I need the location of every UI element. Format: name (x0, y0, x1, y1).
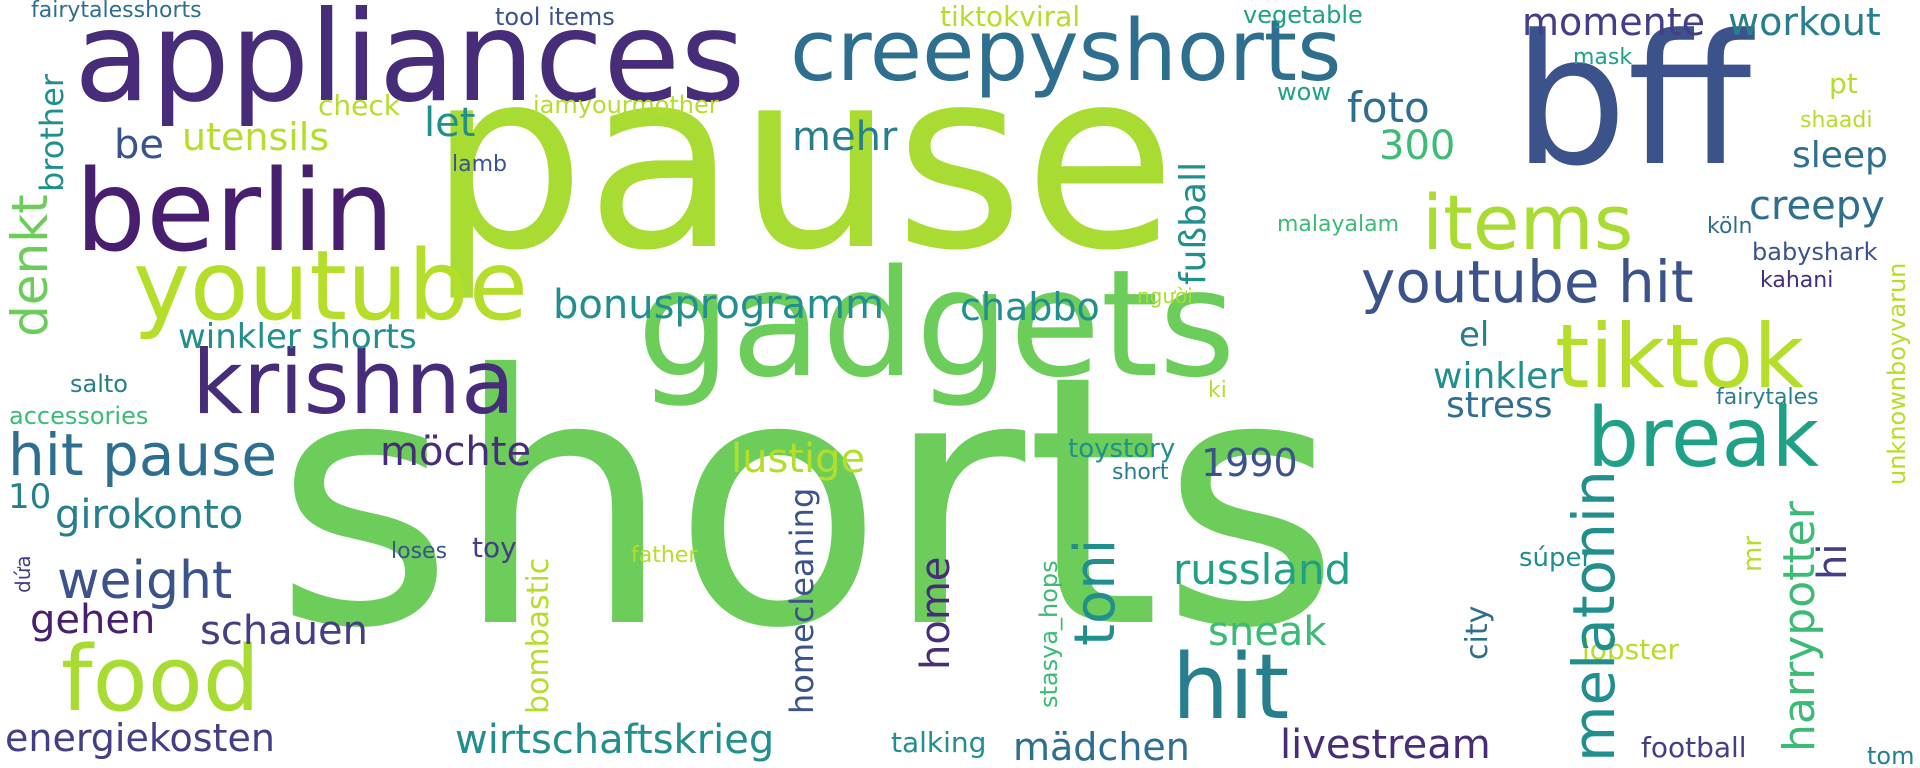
word-tool-items: tool items (495, 3, 615, 31)
word-winkler: winkler (1433, 356, 1564, 397)
word-brother: brother (33, 73, 71, 192)
word-homecleaning: homecleaning (783, 487, 821, 714)
word-home: home (913, 556, 959, 670)
word-300: 300 (1379, 123, 1456, 169)
word-1990: 1990 (1201, 441, 1298, 485)
word-winkler-shorts: winkler shorts (178, 317, 417, 357)
word-unknownboyvarun: unknownboyvarun (1883, 262, 1911, 485)
word-energiekosten: energiekosten (5, 716, 275, 760)
word-chabbo: chabbo (960, 285, 1100, 329)
word-salto: salto (70, 370, 128, 398)
word-vegetable: vegetable (1243, 1, 1363, 29)
word-youtube: youtube (133, 230, 528, 342)
word-dứa: dứa (11, 555, 35, 593)
word-utensils: utensils (182, 115, 330, 159)
word-berlin: berlin (75, 147, 395, 277)
word-harrypotter: harrypotter (1774, 501, 1825, 752)
word-ki: ki (1208, 378, 1227, 403)
word-lustige: lustige (731, 436, 866, 482)
word-mask: mask (1573, 45, 1633, 70)
word-creepy: creepy (1749, 183, 1885, 229)
word-toni: toni (1063, 538, 1128, 646)
word-foto: foto (1347, 83, 1430, 132)
word-weight: weight (57, 551, 233, 611)
word-gadgets: gadgets (637, 238, 1236, 410)
word-schauen: schauen (200, 608, 369, 654)
word-bff: bff (1513, 0, 1752, 206)
word-el: el (1459, 315, 1490, 355)
word-melatonin: melatonin (1560, 470, 1628, 762)
word-fairytales: fairytales (1716, 385, 1819, 410)
word-bombastic: bombastic (521, 557, 556, 714)
word-russland: russland (1173, 545, 1352, 594)
word-momente: momente (1522, 0, 1706, 44)
word-sleep: sleep (1792, 135, 1888, 176)
word-short: short (1112, 460, 1169, 485)
word-lamb: lamb (452, 152, 507, 177)
word-pause: pause (428, 17, 1177, 305)
word-check: check (318, 89, 400, 122)
word-shaadi: shaadi (1800, 108, 1873, 133)
word-hit-pause: hit pause (8, 421, 278, 489)
word-köln: köln (1707, 214, 1753, 239)
word-stress: stress (1446, 385, 1553, 426)
word-wirtschaftskrieg: wirtschaftskrieg (455, 717, 775, 763)
word-hit: hit (1172, 635, 1290, 740)
word-tom: tom (1867, 742, 1915, 768)
word-football: football (1641, 731, 1747, 764)
word-lobster: lobster (1582, 633, 1679, 666)
word-loses: loses (391, 539, 448, 564)
word-city: city (1460, 605, 1495, 660)
word-malayalam: malayalam (1277, 212, 1400, 237)
word-người: người (1137, 284, 1193, 308)
word-shorts: shorts (274, 303, 1341, 704)
word-wow: wow (1277, 78, 1331, 106)
word-food: food (61, 627, 260, 732)
word-father: father (631, 543, 698, 568)
word-hi: hi (1810, 543, 1856, 580)
word-accessories: accessories (9, 402, 149, 430)
word-iamyourmother: iamyourmother (533, 91, 719, 119)
word-be: be (114, 122, 164, 168)
word-tiktok: tiktok (1555, 305, 1805, 408)
word-mr: mr (1738, 535, 1768, 572)
word-möchte: möchte (380, 429, 532, 475)
word-babyshark: babyshark (1752, 238, 1878, 266)
word-livestream: livestream (1280, 722, 1491, 768)
word-stasya-hops: stasya_hops (1035, 560, 1063, 708)
word-mädchen: mädchen (1013, 725, 1190, 768)
word-fußball: fußball (1173, 161, 1214, 285)
word-sneak: sneak (1208, 609, 1327, 655)
word-talking: talking (891, 726, 987, 759)
word-krishna: krishna (192, 331, 515, 434)
word-tiktokviral: tiktokviral (940, 0, 1081, 33)
word-toystory: toystory (1068, 434, 1176, 464)
word-pt: pt (1829, 67, 1858, 100)
word-items: items (1422, 178, 1634, 267)
word-creepyshorts: creepyshorts (790, 2, 1342, 101)
word-let: let (424, 100, 476, 146)
word-workout: workout (1728, 0, 1881, 44)
word-mehr: mehr (792, 114, 898, 160)
word-kahani: kahani (1760, 268, 1834, 293)
word-girokonto: girokonto (55, 492, 244, 538)
word-súper: súper (1519, 543, 1593, 573)
word-10: 10 (8, 477, 52, 517)
word-break: break (1587, 391, 1820, 486)
word-appliances: appliances (74, 0, 746, 130)
word-gehen: gehen (30, 597, 156, 643)
word-bonusprogramm: bonusprogramm (553, 282, 885, 328)
word-denkt: denkt (1, 194, 59, 337)
word-toy: toy (472, 531, 517, 564)
word-fairytalesshorts: fairytalesshorts (31, 0, 202, 23)
word-youtube-hit: youtube hit (1361, 248, 1694, 316)
